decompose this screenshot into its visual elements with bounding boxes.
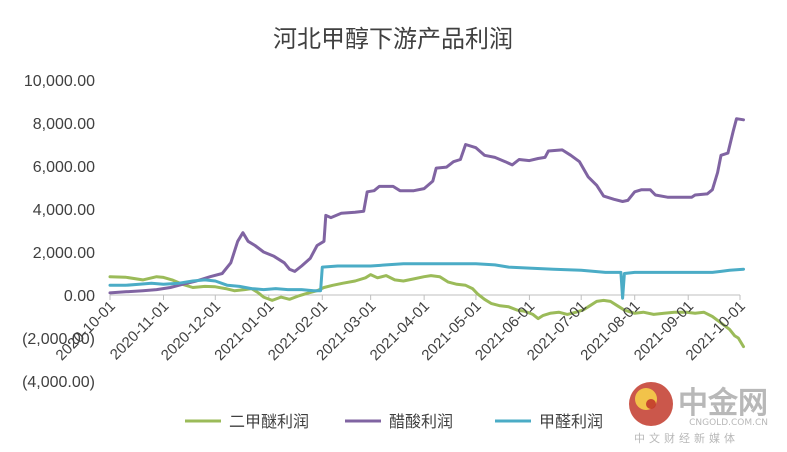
y-tick-label: 2,000.00	[33, 245, 95, 262]
watermark-domain: CNGOLD.COM.CN	[689, 418, 768, 428]
series-line-2	[108, 117, 745, 295]
y-tick-label: 0.00	[64, 288, 95, 305]
x-axis	[109, 294, 741, 300]
y-tick-label: 6,000.00	[33, 159, 95, 176]
y-axis-ticks: 10,000.00 8,000.00 6,000.00 4,000.00 2,000.0…	[22, 73, 95, 391]
y-tick-label: 8,000.00	[33, 116, 95, 133]
legend-label-3: 甲醛利润	[539, 412, 603, 431]
legend-label-1: 二甲醚利润	[229, 412, 309, 431]
y-tick-label: (2,000.00)	[22, 331, 95, 348]
watermark-brand: 中金网	[678, 386, 768, 421]
watermark-tagline: 中文财经新媒体	[634, 431, 739, 445]
legend: 二甲醚利润 醋酸利润 甲醛利润	[185, 412, 603, 431]
series-group	[108, 117, 745, 349]
y-tick-label: (4,000.00)	[22, 374, 95, 391]
watermark-logo-center-icon	[646, 399, 656, 409]
chart-title: 河北甲醇下游产品利润	[273, 25, 513, 53]
series-line-3	[108, 262, 745, 300]
y-tick-label: 4,000.00	[33, 202, 95, 219]
legend-label-2: 醋酸利润	[389, 412, 453, 431]
y-tick-label: 10,000.00	[24, 73, 95, 90]
